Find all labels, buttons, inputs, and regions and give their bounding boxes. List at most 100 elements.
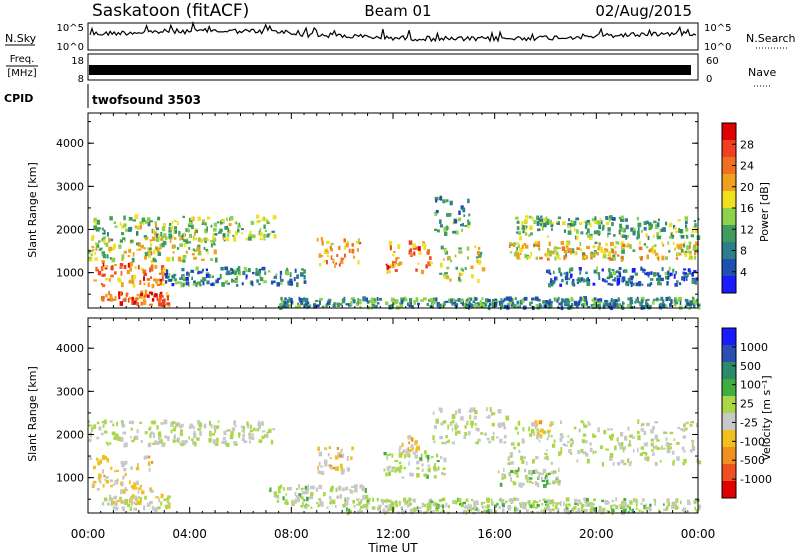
echo-cell bbox=[609, 272, 612, 277]
echo-cell bbox=[109, 494, 111, 498]
echo-cell bbox=[656, 447, 661, 450]
echo-cell bbox=[301, 301, 304, 305]
echo-cell bbox=[91, 235, 95, 240]
echo-cell bbox=[418, 510, 422, 513]
echo-cell bbox=[435, 199, 438, 203]
echo-cell bbox=[454, 304, 457, 307]
echo-cell bbox=[318, 451, 323, 457]
echo-cell bbox=[209, 434, 212, 438]
echo-cell bbox=[315, 487, 318, 492]
echo-cell bbox=[144, 220, 149, 224]
echo-cell bbox=[328, 446, 331, 450]
echo-cell bbox=[357, 298, 359, 303]
echo-cell bbox=[588, 423, 591, 426]
echo-cell bbox=[528, 234, 531, 237]
echo-cell bbox=[183, 239, 187, 242]
echo-cell bbox=[306, 504, 310, 507]
echo-cell bbox=[610, 241, 613, 247]
echo-cell bbox=[657, 218, 660, 222]
echo-cell bbox=[528, 500, 531, 506]
echo-cell bbox=[528, 477, 533, 480]
echo-cell bbox=[136, 293, 140, 297]
echo-cell bbox=[395, 261, 397, 264]
echo-cell bbox=[366, 500, 369, 503]
echo-cell bbox=[406, 503, 409, 508]
echo-cell bbox=[212, 237, 217, 242]
echo-cell bbox=[90, 253, 93, 257]
echo-cell bbox=[593, 498, 596, 502]
echo-cell bbox=[553, 470, 557, 474]
echo-cell bbox=[684, 250, 688, 253]
echo-cell bbox=[318, 484, 322, 490]
echo-cell bbox=[467, 297, 470, 300]
echo-cell bbox=[627, 444, 632, 447]
echo-cell bbox=[151, 420, 155, 425]
echo-cell bbox=[156, 296, 159, 301]
echo-cell bbox=[551, 250, 555, 255]
echo-cell bbox=[97, 460, 101, 466]
echo-cell bbox=[188, 235, 192, 238]
echo-cell bbox=[102, 236, 107, 239]
nsky-label: N.Sky bbox=[5, 32, 37, 45]
echo-cell bbox=[487, 304, 491, 310]
echo-cell bbox=[610, 504, 613, 509]
echo-cell bbox=[468, 507, 473, 512]
colorbar-swatch bbox=[722, 242, 736, 260]
echo-cell bbox=[152, 433, 156, 438]
echo-cell bbox=[88, 424, 92, 427]
echo-cell bbox=[179, 237, 183, 240]
echo-cell bbox=[583, 296, 587, 302]
echo-cell bbox=[445, 199, 449, 203]
echo-cell bbox=[581, 509, 585, 513]
echo-cell bbox=[273, 276, 277, 279]
echo-cell bbox=[455, 431, 458, 436]
echo-cell bbox=[509, 474, 512, 477]
echo-cell bbox=[652, 245, 655, 251]
echo-cell bbox=[155, 234, 159, 239]
echo-cell bbox=[591, 504, 594, 507]
echo-cell bbox=[151, 236, 156, 241]
echo-cell bbox=[620, 234, 622, 238]
echo-cell bbox=[575, 510, 579, 514]
echo-cell bbox=[503, 425, 506, 430]
echo-cell bbox=[318, 263, 322, 267]
colorbar-swatch bbox=[722, 191, 736, 209]
echo-cell bbox=[585, 221, 588, 226]
echo-cell bbox=[410, 444, 414, 448]
echo-cell bbox=[583, 424, 588, 428]
echo-cell bbox=[619, 223, 623, 229]
echo-cell bbox=[172, 427, 176, 432]
echo-cell bbox=[568, 268, 571, 274]
echo-cell bbox=[574, 498, 578, 504]
echo-cell bbox=[125, 292, 129, 296]
echo-cell bbox=[92, 465, 97, 470]
echo-cell bbox=[199, 431, 202, 436]
echo-cell bbox=[228, 429, 231, 432]
echo-cell bbox=[402, 297, 405, 302]
echo-cell bbox=[593, 297, 597, 301]
echo-cell bbox=[680, 243, 683, 246]
nsky-right-tick-top: 10^5 bbox=[704, 23, 731, 34]
echo-cell bbox=[216, 277, 221, 280]
echo-cell bbox=[140, 244, 145, 249]
echo-cell bbox=[693, 302, 696, 308]
echo-cell bbox=[471, 304, 474, 309]
echo-cell bbox=[100, 266, 104, 271]
echo-cell bbox=[355, 302, 359, 306]
echo-cell bbox=[310, 492, 314, 497]
echo-cell bbox=[303, 504, 306, 509]
echo-cell bbox=[342, 503, 346, 508]
echo-cell bbox=[148, 291, 153, 294]
echo-cell bbox=[422, 503, 427, 508]
echo-cell bbox=[233, 441, 237, 445]
echo-cell bbox=[452, 301, 457, 305]
echo-cell bbox=[646, 220, 649, 224]
echo-cell bbox=[542, 300, 546, 304]
echo-cell bbox=[592, 304, 596, 308]
echo-cell bbox=[234, 231, 238, 236]
echo-cell bbox=[351, 243, 354, 247]
echo-cell bbox=[427, 467, 431, 473]
echo-cell bbox=[646, 298, 650, 301]
echo-cell bbox=[697, 506, 701, 511]
echo-cell bbox=[117, 277, 121, 281]
